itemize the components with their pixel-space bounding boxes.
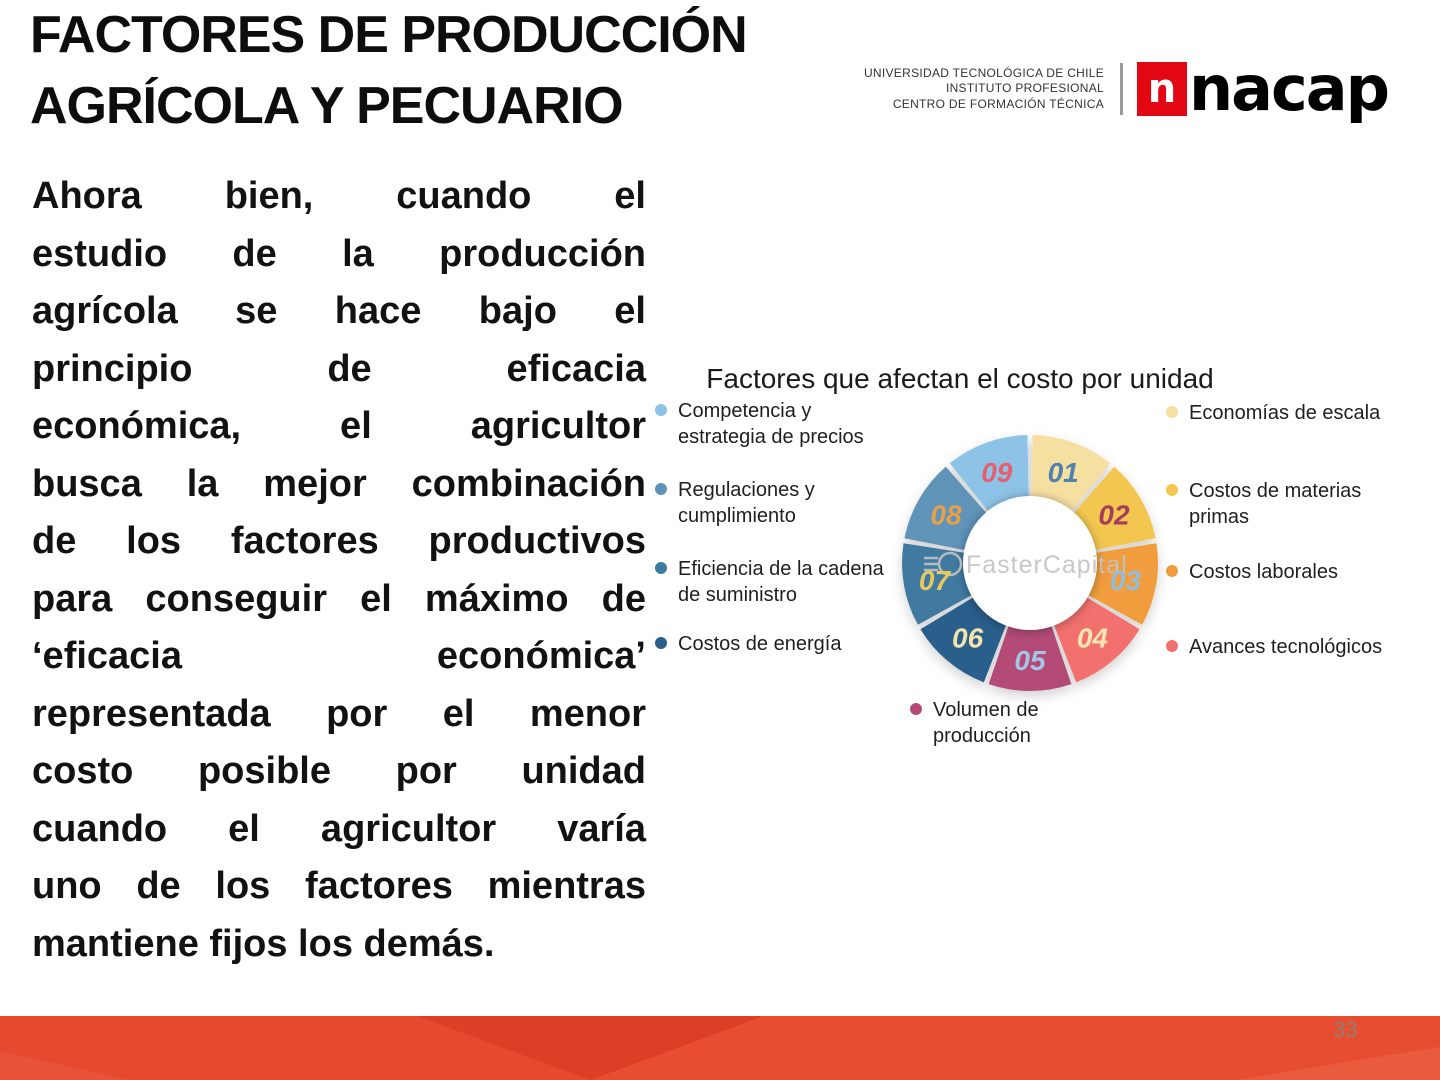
donut-segment-04 [1053, 596, 1140, 683]
legend-label: Costos laborales [1189, 561, 1338, 583]
legend-item-economias: Economías de escala [1166, 400, 1380, 426]
donut-segment-number-06: 06 [952, 622, 984, 653]
legend-dot [910, 703, 922, 715]
legend-item-laborales: Costos laborales [1166, 559, 1338, 585]
legend-dot [655, 562, 667, 574]
donut-segment-number-05: 05 [1014, 645, 1046, 676]
legend-dot [655, 637, 667, 649]
legend-dot [1166, 640, 1178, 652]
body-paragraph-lines: Ahora bien, cuando el estudio de la prod… [32, 175, 646, 907]
legend-label: Competencia y estrategia de precios [678, 400, 864, 448]
donut-segment-number-01: 01 [1048, 457, 1079, 488]
legend-dot [1166, 565, 1178, 577]
legend-label: Avances tecnológicos [1189, 636, 1383, 658]
donut-segment-number-07: 07 [919, 565, 952, 596]
donut-segment-05 [988, 623, 1072, 692]
inacap-logo-icon: n [1137, 62, 1188, 116]
donut-segment-number-02: 02 [1098, 500, 1130, 531]
donut-chart: FasterCapital 01 02 03 04 05 06 07 08 09 [880, 413, 1180, 713]
donut-segment-number-03: 03 [1110, 565, 1142, 596]
watermark-text: FasterCapital [966, 551, 1128, 579]
legend-dot [1166, 406, 1178, 418]
donut-segment-03 [1086, 543, 1159, 625]
donut-center [963, 496, 1097, 630]
legend-item-energia: Costos de energía [655, 631, 841, 657]
footer-bar [0, 1016, 1440, 1080]
brand-block: UNIVERSIDAD TECNOLÓGICA DE CHILE INSTITU… [863, 52, 1390, 125]
chart-title: Factores que afectan el costo por unidad [706, 363, 1214, 394]
donut-segment-number-09: 09 [981, 457, 1013, 488]
legend-item-avances: Avances tecnológicos [1166, 634, 1382, 660]
legend-label: Regulaciones y cumplimiento [678, 479, 815, 527]
brand-divider [1120, 63, 1124, 115]
body-paragraph: Ahora bien, cuando el estudio de la prod… [32, 168, 646, 973]
legend-label: Eficiencia de la cadena de suministro [678, 558, 884, 606]
slide-title-line1: FACTORES DE PRODUCCIÓN [30, 6, 748, 64]
donut-segment-01 [1031, 435, 1111, 514]
legend-item-volumen: Volumen de producción [910, 697, 1039, 749]
legend-item-eficiencia: Eficiencia de la cadena de suministro [655, 556, 884, 608]
watermark: FasterCapital [924, 551, 1128, 579]
legend-label: Economías de escala [1189, 402, 1381, 424]
donut-segment-number-08: 08 [930, 500, 962, 531]
inacap-logo-text: nacap [1189, 52, 1390, 125]
legend-item-regulaciones: Regulaciones y cumplimiento [655, 477, 815, 529]
slide-title: FACTORES DE PRODUCCIÓN AGRÍCOLA Y PECUAR… [30, 0, 748, 142]
legend-item-competencia: Competencia y estrategia de precios [655, 398, 864, 450]
legend-item-materias: Costos de materias primas [1166, 478, 1361, 530]
donut-segment-08 [904, 466, 988, 551]
page-number: 33 [1333, 1017, 1358, 1042]
donut-segment-06 [920, 596, 1007, 683]
legend-dot [655, 404, 667, 416]
donut-segment-09 [949, 435, 1029, 514]
body-paragraph-last-line: mantiene fijos los demás. [32, 922, 495, 965]
legend-label: Costos de materias primas [1189, 480, 1362, 528]
legend-label: Volumen de producción [933, 699, 1039, 747]
donut-segment-02 [1072, 466, 1156, 551]
legend-dot [655, 483, 667, 495]
university-name-text: UNIVERSIDAD TECNOLÓGICA DE CHILE INSTITU… [863, 65, 1105, 111]
slide-title-line2: AGRÍCOLA Y PECUARIO [30, 77, 624, 135]
legend-dot [1166, 484, 1178, 496]
donut-segment-07 [901, 543, 974, 625]
legend-label: Costos de energía [678, 633, 842, 655]
donut-segment-number-04: 04 [1077, 622, 1109, 653]
